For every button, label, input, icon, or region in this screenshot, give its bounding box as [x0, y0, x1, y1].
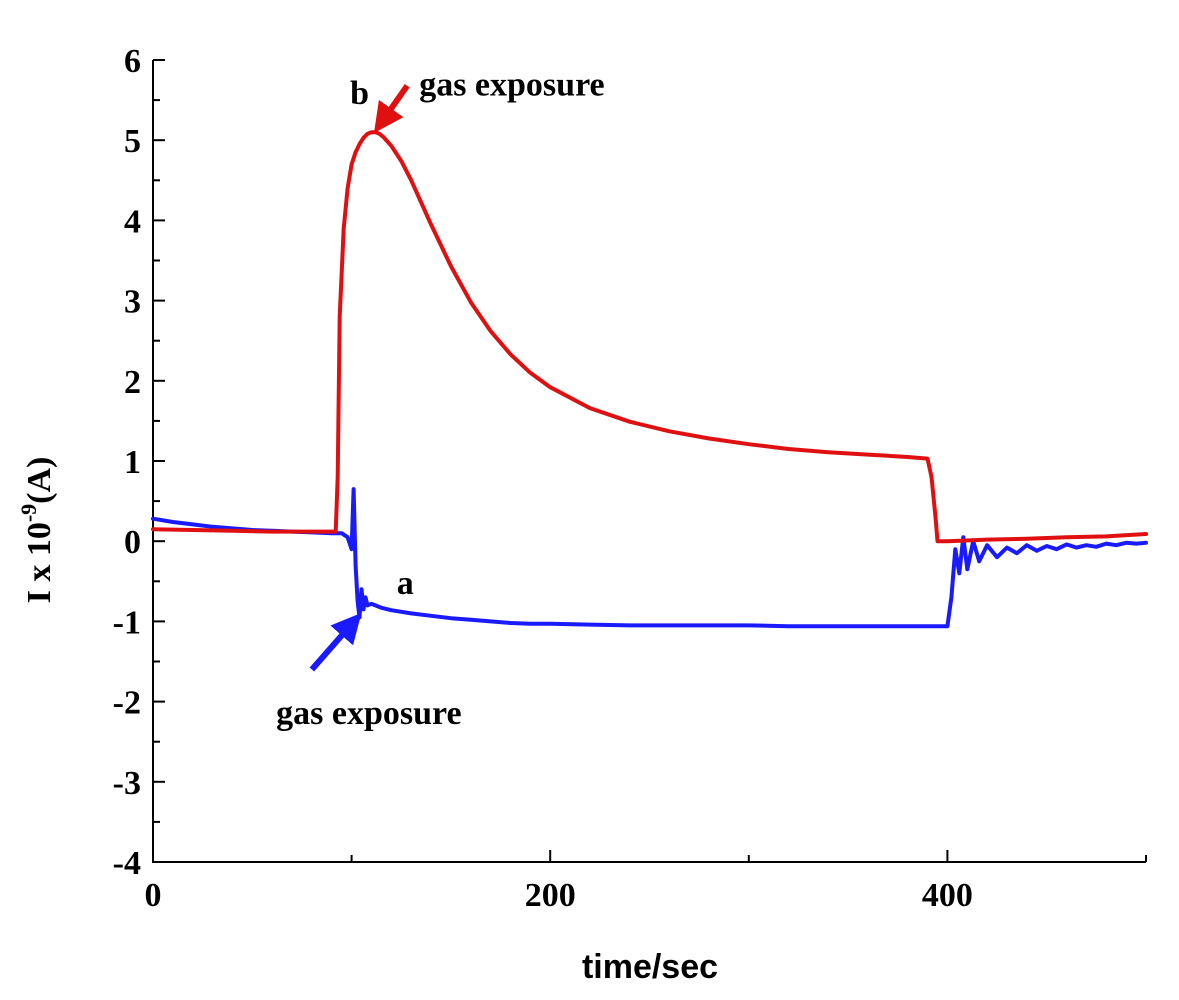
y-tick-label: 5: [124, 123, 141, 160]
gas-exposure-label: gas exposure: [276, 695, 461, 732]
y-axis-title-prefix: I x 10: [21, 522, 58, 603]
y-tick-label: 0: [124, 524, 141, 561]
y-tick-label: 6: [124, 43, 141, 80]
x-tick-label: 200: [525, 877, 576, 914]
y-tick-label: 4: [124, 203, 141, 240]
gas-exposure-arrow: [309, 612, 362, 672]
y-tick-label: -3: [113, 765, 141, 802]
series-label-a: a: [397, 565, 414, 602]
gas-exposure-arrow: [373, 83, 410, 134]
y-tick-label: -4: [113, 845, 141, 882]
y-tick-label: 3: [124, 284, 141, 321]
y-tick-label: -1: [113, 604, 141, 641]
gas-exposure-label: gas exposure: [419, 67, 604, 104]
series-line-b: [151, 130, 1148, 544]
series-label-b: b: [350, 75, 369, 112]
x-axis-title: time/sec: [582, 948, 718, 986]
annotations-layer: gas exposure b a gas exposure: [276, 67, 605, 732]
y-axis-title-exponent: -9: [16, 504, 41, 522]
y-axis-title-suffix: (A): [21, 457, 58, 504]
y-axis-title: I x 10-9(A): [16, 457, 58, 604]
axis-frame: [152, 60, 1146, 863]
series-layer: [151, 130, 1148, 629]
series-line-a: [151, 487, 1148, 629]
y-tick-label: 1: [124, 444, 141, 481]
x-tick-label: 400: [922, 877, 973, 914]
y-tick-label: 2: [124, 364, 141, 401]
x-tick-label: 0: [145, 877, 162, 914]
y-tick-label: -2: [113, 685, 141, 722]
